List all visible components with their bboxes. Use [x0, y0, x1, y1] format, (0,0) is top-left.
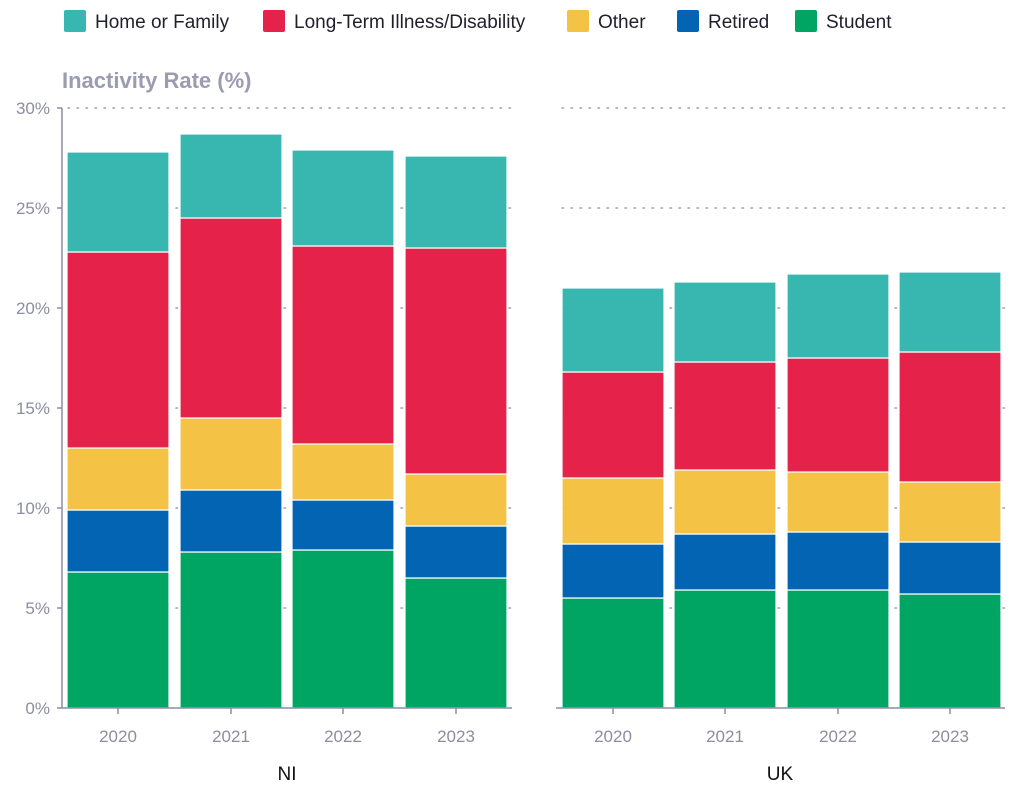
bar-uk-2020-retired — [561, 543, 665, 599]
x-tick-label-ni-2023: 2023 — [437, 727, 475, 746]
bar-ni-2021-student — [179, 551, 283, 709]
bar-ni-2020-long-term-illness-disability — [66, 251, 170, 449]
bar-ni-2023-home-or-family — [404, 155, 508, 249]
x-tick-label-ni-2021: 2021 — [212, 727, 250, 746]
bar-ni-2022-retired — [291, 499, 395, 551]
bar-uk-2023-student — [898, 593, 1002, 709]
bar-ni-2020-retired — [66, 509, 170, 573]
x-tick-label-uk-2023: 2023 — [931, 727, 969, 746]
legend-label-student: Student — [826, 12, 892, 33]
legend-label-home-or-family: Home or Family — [95, 12, 230, 33]
x-tick-label-ni-2020: 2020 — [99, 727, 137, 746]
legend-swatch-home-or-family — [64, 10, 86, 32]
x-tick-label-uk-2022: 2022 — [819, 727, 857, 746]
panel-label-ni: NI — [278, 764, 297, 785]
bar-ni-2023-other — [404, 473, 508, 527]
bar-ni-2023-long-term-illness-disability — [404, 247, 508, 475]
legend-swatch-retired — [677, 10, 699, 32]
legend: Home or Family Long-Term Illness/Disabili… — [64, 10, 892, 33]
y-axis-label: Inactivity Rate (%) — [62, 68, 252, 93]
bar-uk-2022-other — [786, 471, 890, 533]
bar-ni-2022-home-or-family — [291, 149, 395, 247]
x-tick-label-uk-2021: 2021 — [706, 727, 744, 746]
bar-uk-2021-long-term-illness-disability — [673, 361, 777, 471]
y-tick-label-3: 15% — [16, 399, 50, 418]
x-tick-label-uk-2020: 2020 — [594, 727, 632, 746]
bar-uk-2021-student — [673, 589, 777, 709]
legend-label-long-term-illness-disability: Long-Term Illness/Disability — [294, 12, 526, 33]
panel-uk: 2020 2021 2022 2023 UK — [556, 271, 1005, 785]
bar-uk-2022-long-term-illness-disability — [786, 357, 890, 473]
legend-swatch-other — [567, 10, 589, 32]
y-tick-label-0: 0% — [25, 699, 50, 718]
bar-uk-2021-home-or-family — [673, 281, 777, 363]
bar-ni-2021-long-term-illness-disability — [179, 217, 283, 419]
bar-uk-2023-other — [898, 481, 1002, 543]
bar-uk-2021-retired — [673, 533, 777, 591]
bar-uk-2020-other — [561, 477, 665, 545]
y-tick-label-6: 30% — [16, 99, 50, 118]
y-tick-label-5: 25% — [16, 199, 50, 218]
bar-ni-2020-home-or-family — [66, 151, 170, 253]
bar-ni-2021-other — [179, 417, 283, 491]
bar-uk-2020-home-or-family — [561, 287, 665, 373]
bar-ni-2021-home-or-family — [179, 133, 283, 219]
bar-ni-2022-student — [291, 549, 395, 709]
bar-uk-2021-other — [673, 469, 777, 535]
bar-uk-2020-long-term-illness-disability — [561, 371, 665, 479]
bar-ni-2023-student — [404, 577, 508, 709]
bar-uk-2023-home-or-family — [898, 271, 1002, 353]
legend-label-other: Other — [598, 12, 646, 33]
bar-ni-2020-student — [66, 571, 170, 709]
bar-uk-2022-retired — [786, 531, 890, 591]
bar-uk-2022-student — [786, 589, 890, 709]
y-tick-label-2: 10% — [16, 499, 50, 518]
x-tick-label-ni-2022: 2022 — [324, 727, 362, 746]
bar-uk-2023-long-term-illness-disability — [898, 351, 1002, 483]
y-tick-labels: 0% 5% 10% 15% 20% 25% 30% — [16, 99, 50, 718]
bar-uk-2023-retired — [898, 541, 1002, 595]
legend-swatch-long-term-illness-disability — [263, 10, 285, 32]
panel-ni: 2020 2021 2022 2023 NI — [57, 107, 512, 785]
y-tick-label-1: 5% — [25, 599, 50, 618]
y-tick-label-4: 20% — [16, 299, 50, 318]
bar-uk-2022-home-or-family — [786, 273, 890, 359]
bar-uk-2020-student — [561, 597, 665, 709]
panel-label-uk: UK — [767, 764, 794, 785]
legend-label-retired: Retired — [708, 12, 769, 33]
bar-ni-2022-other — [291, 443, 395, 501]
bar-ni-2021-retired — [179, 489, 283, 553]
bar-ni-2020-other — [66, 447, 170, 511]
bar-ni-2023-retired — [404, 525, 508, 579]
bar-ni-2022-long-term-illness-disability — [291, 245, 395, 445]
panels: 2020 2021 2022 2023 NI 2020 2021 2022 2023 UK — [57, 107, 1005, 785]
legend-swatch-student — [795, 10, 817, 32]
